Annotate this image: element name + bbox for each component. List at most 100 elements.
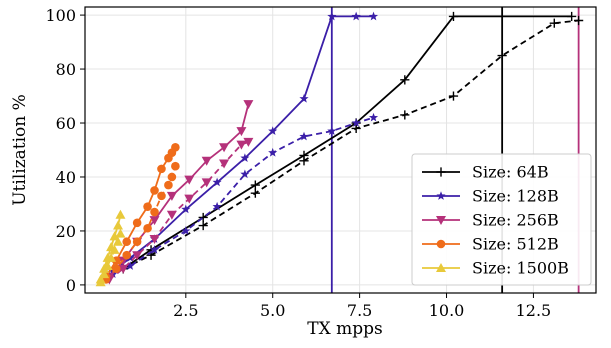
size-128b-dashed-point xyxy=(240,169,250,179)
size-128b-solid-point xyxy=(368,11,379,21)
size-64b-dashed-point xyxy=(250,188,260,198)
x-tick-label: 5.0 xyxy=(260,301,285,320)
y-tick-label: 100 xyxy=(45,6,76,25)
size-512b-dashed-point xyxy=(132,237,142,247)
size-512b-dashed-point xyxy=(167,172,177,182)
size-128b-dashed-point xyxy=(327,126,337,135)
size-256b-dashed-point xyxy=(201,178,212,188)
size-256b-dashed-point xyxy=(184,194,195,204)
size-128b-dashed-point xyxy=(268,147,278,157)
size-64b-solid-point xyxy=(250,180,260,190)
legend-label-size-256b: Size: 256B xyxy=(472,211,559,230)
size-64b-solid-point xyxy=(400,75,410,85)
size-1500b-solid-point xyxy=(95,274,106,284)
legend-marker-size-256b xyxy=(436,216,446,225)
size-1500b-solid-point xyxy=(106,242,117,252)
y-tick-label: 40 xyxy=(56,168,76,187)
size-128b-dashed-point xyxy=(125,261,135,270)
size-128b-solid-point xyxy=(327,11,337,21)
size-1500b-solid-point xyxy=(102,252,113,262)
size-1500b-dashed-point xyxy=(113,236,124,246)
size-64b-solid-point xyxy=(299,150,309,160)
legend-box xyxy=(411,153,592,286)
size-512b-dashed-point xyxy=(171,161,180,171)
size-128b-dashed-point xyxy=(368,112,379,122)
size-512b-dashed-point xyxy=(122,250,132,260)
x-tick-label: 7.5 xyxy=(347,301,372,320)
y-tick-label: 0 xyxy=(66,276,76,295)
x-tick-label: 10.0 xyxy=(429,301,465,320)
size-256b-solid-line xyxy=(108,103,250,278)
size-512b-dashed-point xyxy=(143,223,152,233)
size-256b-solid-point xyxy=(166,191,177,201)
size-128b-dashed-point xyxy=(149,245,160,254)
size-1500b-dashed-point xyxy=(115,228,126,238)
size-64b-dashed-point xyxy=(400,110,410,120)
size-64b-dashed-point xyxy=(198,220,208,231)
size-256b-dashed-point xyxy=(219,159,230,169)
size-1500b-solid-point xyxy=(99,263,110,273)
size-256b-solid-point xyxy=(236,127,247,137)
size-512b-solid-point xyxy=(122,237,132,247)
legend-marker-size-128b xyxy=(436,191,446,200)
legend-marker-size-64b xyxy=(436,167,446,177)
size-128b-solid-point xyxy=(240,153,250,162)
y-tick-label: 80 xyxy=(56,60,76,79)
size-128b-dashed-line xyxy=(112,116,374,275)
size-512b-dashed-point xyxy=(150,207,159,217)
legend-label-size-1500b: Size: 1500B xyxy=(472,259,569,278)
size-512b-dashed-point xyxy=(111,264,121,274)
size-256b-dashed-point xyxy=(243,137,254,147)
size-128b-dashed-point xyxy=(299,131,309,141)
size-256b-dashed-point xyxy=(236,140,247,150)
size-512b-solid-point xyxy=(171,143,180,152)
legend-marker-size-1500b xyxy=(436,263,446,272)
size-512b-solid-point xyxy=(132,218,142,228)
series-size-512b xyxy=(101,143,180,284)
x-tick-label: 12.5 xyxy=(516,301,552,320)
legend-label-size-128b: Size: 128B xyxy=(472,187,559,206)
size-256b-solid-point xyxy=(219,143,230,153)
size-128b-solid-point xyxy=(181,204,191,214)
grid xyxy=(85,7,596,293)
size-256b-solid-point xyxy=(149,216,160,226)
series-layer xyxy=(95,11,584,287)
size-256b-dashed-point xyxy=(166,210,177,220)
legend: Size: 64B Size: 128B Size: 256B Size: 512B S… xyxy=(411,153,592,286)
legend-label-size-512b: Size: 512B xyxy=(472,235,559,254)
size-512b-solid-point xyxy=(143,202,152,211)
size-64b-dashed-point xyxy=(448,91,459,101)
size-256b-dashed-line xyxy=(108,141,249,281)
size-64b-solid-point xyxy=(448,11,459,22)
y-tick-label: 20 xyxy=(56,222,76,241)
size-1500b-solid-point xyxy=(113,220,124,230)
size-256b-solid-point xyxy=(184,175,195,185)
x-axis-label: TX mpps xyxy=(307,319,382,339)
y-tick-label: 60 xyxy=(56,114,76,133)
size-64b-solid-point xyxy=(567,11,577,22)
size-512b-dashed-point xyxy=(164,180,173,190)
size-128b-solid-point xyxy=(351,11,361,21)
size-256b-dashed-point xyxy=(132,251,143,261)
size-256b-dashed-point xyxy=(149,235,160,245)
size-1500b-solid-point xyxy=(115,209,126,219)
size-512b-solid-point xyxy=(157,164,166,174)
size-256b-solid-point xyxy=(201,156,212,166)
axis-ticks: 2.5 5.0 7.5 10.0 12.5 0 20 40 60 80 100 xyxy=(45,6,551,320)
size-512b-dashed-line xyxy=(105,165,177,281)
y-axis-label: Utilization % xyxy=(10,94,30,206)
size-256b-dashed-point xyxy=(118,264,129,274)
size-64b-dashed-point xyxy=(574,15,584,26)
size-64b-solid-point xyxy=(198,212,208,223)
size-128b-dashed-point xyxy=(181,226,191,235)
size-128b-solid-point xyxy=(299,93,309,103)
size-256b-solid-point xyxy=(243,100,254,110)
size-512b-solid-point xyxy=(150,186,159,195)
legend-label-size-64b: Size: 64B xyxy=(472,163,549,182)
size-64b-dashed-point xyxy=(497,50,507,61)
size-512b-dashed-point xyxy=(157,191,166,201)
legend-marker-size-512b xyxy=(436,239,446,249)
size-1500b-solid-point xyxy=(109,231,120,241)
series-size-1500b xyxy=(95,209,126,287)
